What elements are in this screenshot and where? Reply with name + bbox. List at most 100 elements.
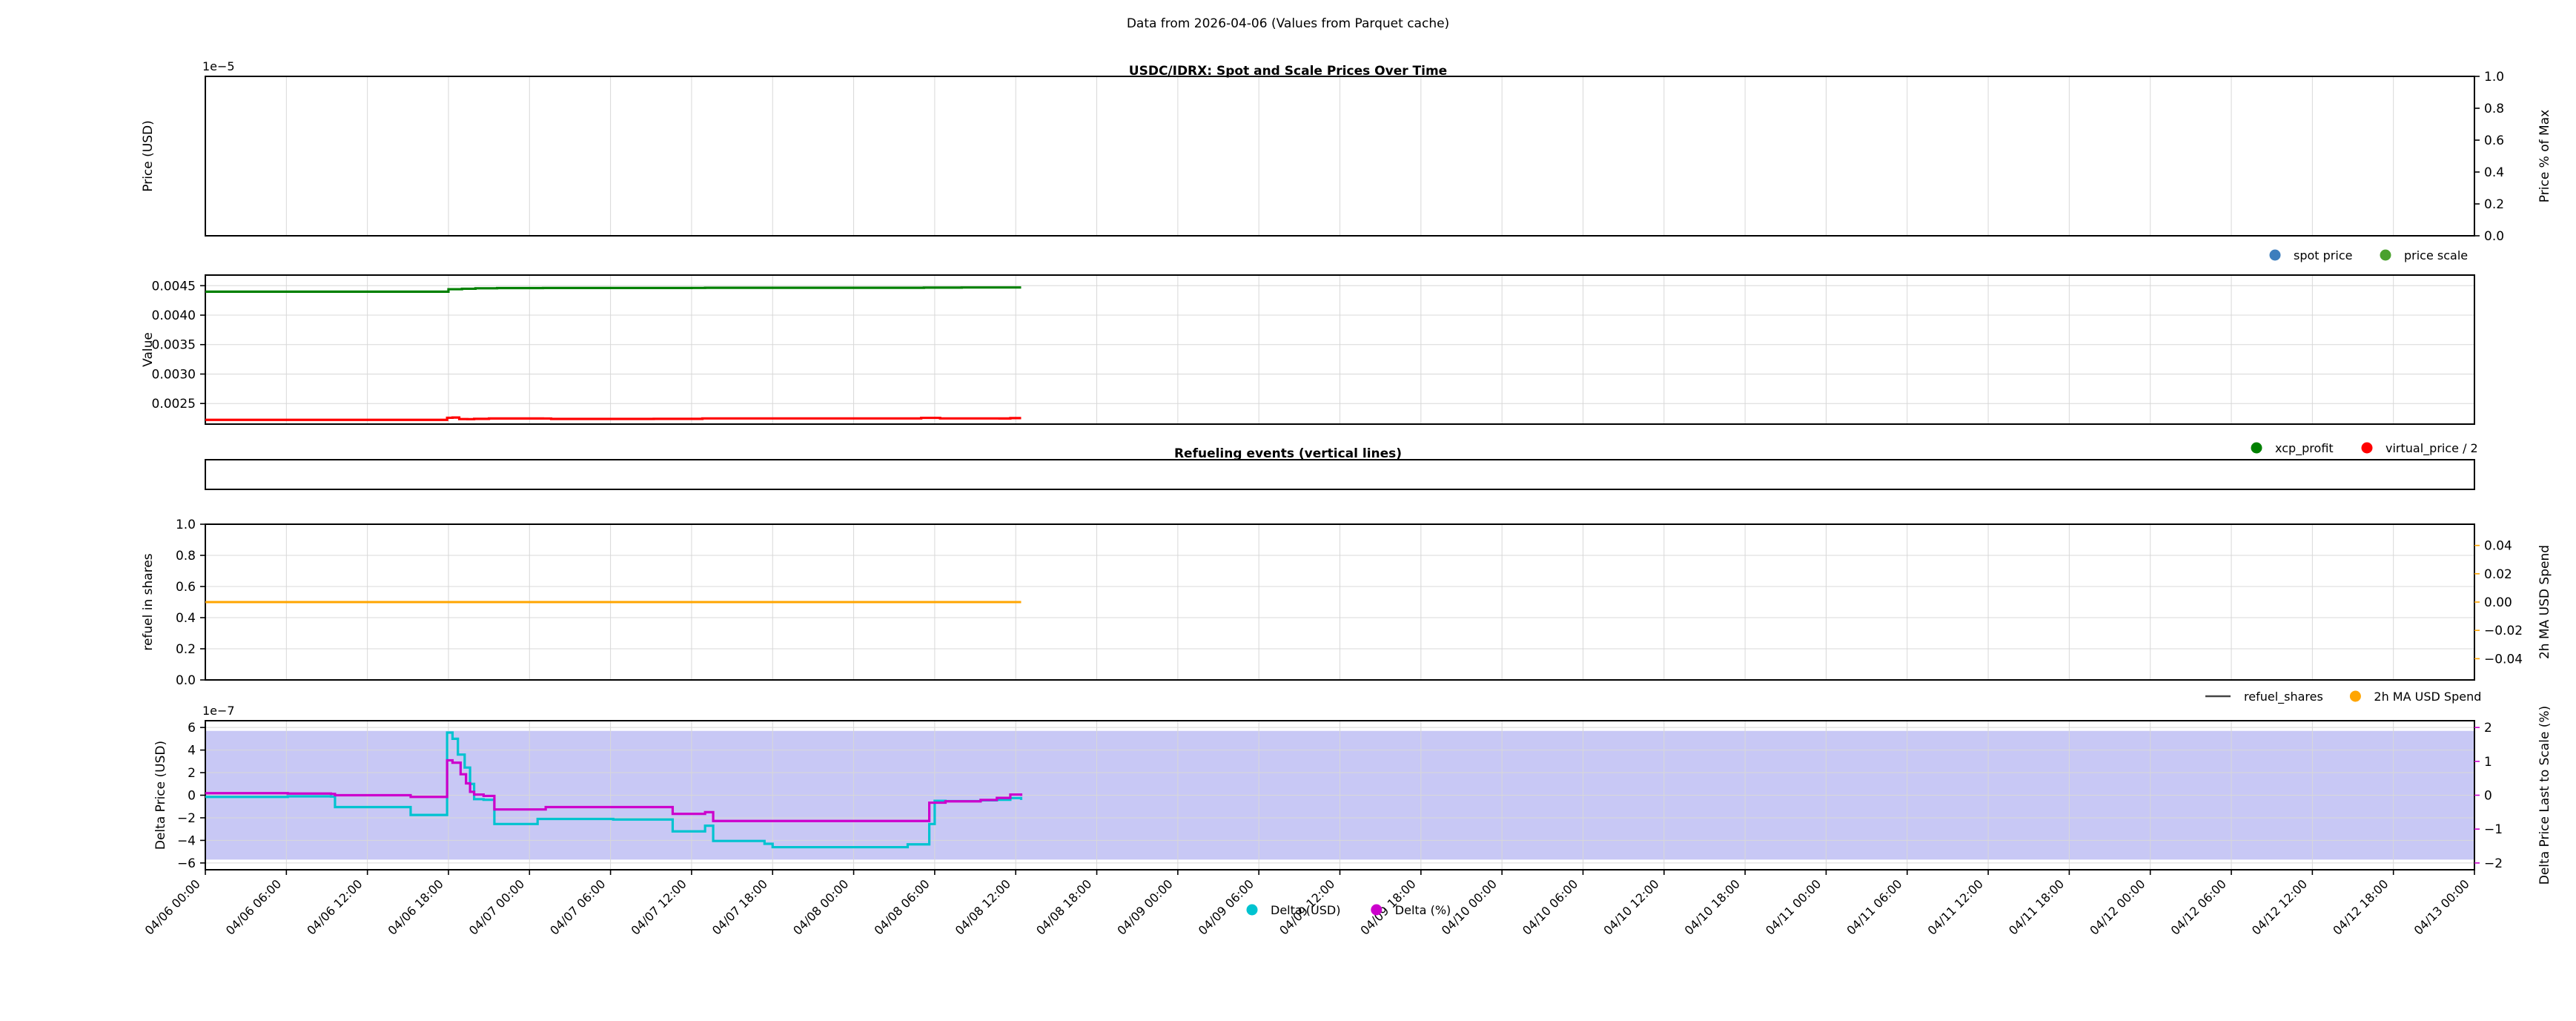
legend-marker-1 <box>2361 442 2373 454</box>
y2tick-label: 0.04 <box>2484 539 2512 554</box>
y2tick-label: 1 <box>2484 755 2492 770</box>
ytick-label: 0 <box>188 789 196 804</box>
series-xcp-profit <box>205 286 1022 294</box>
legend-label-0: xcp_profit <box>2275 441 2334 456</box>
legend-marker-0 <box>2251 442 2262 454</box>
series-delta-usd- <box>205 731 1023 849</box>
ytick-label: 0.6 <box>176 580 196 595</box>
axes-frame <box>205 76 2475 237</box>
xtick-label: 04/13 00:00 <box>2411 876 2472 937</box>
xtick-label: 04/10 18:00 <box>1682 876 1743 937</box>
y-exponent-label: 1e−7 <box>202 704 235 718</box>
y-axis-label: Price (USD) <box>141 120 156 191</box>
xtick-label: 04/06 06:00 <box>223 876 284 937</box>
y2tick-label: 0.8 <box>2484 102 2504 116</box>
ytick-label: 0.2 <box>176 642 196 657</box>
legend-marker-1 <box>2380 249 2391 261</box>
ytick-label: −2 <box>177 811 196 826</box>
legend-delta: Delta (USD) Delta (%) <box>1246 903 1451 917</box>
legend-label-0: spot price <box>2294 248 2352 262</box>
ytick-label: 0.4 <box>176 611 196 626</box>
y2tick-label: 1.0 <box>2484 70 2504 85</box>
legend-marker-1 <box>2349 690 2361 702</box>
ytick-label: 2 <box>188 766 196 781</box>
axes-frame <box>205 274 2475 425</box>
panel-refuel-shares: 0.0 0.2 0.4 0.6 0.8 1.0 refuel in shares −0.04 −… <box>141 518 2552 688</box>
y2tick-label: 0.0 <box>2484 229 2504 244</box>
legend-prices: spot price price scale <box>2269 248 2468 262</box>
xtick-label: 04/11 00:00 <box>1763 876 1824 937</box>
legend-label-1: Delta (%) <box>1395 903 1451 917</box>
ytick-label: 0.0 <box>176 673 196 688</box>
legend-marker-0 <box>1246 904 1258 916</box>
xtick-label: 04/06 00:00 <box>142 876 203 937</box>
xtick-label: 04/08 00:00 <box>790 876 851 937</box>
y2tick-label: 0 <box>2484 789 2492 804</box>
legend-label-1: virtual_price / 2 <box>2385 441 2478 456</box>
xtick-label: 04/10 12:00 <box>1600 876 1661 937</box>
figure-subtitle: Data from 2026-04-06 (Values from Parque… <box>1126 16 1450 31</box>
y2tick-label: 2 <box>2484 721 2492 736</box>
xtick-label: 04/12 06:00 <box>2168 876 2229 937</box>
legend-values: xcp_profit virtual_price / 2 <box>2251 441 2478 456</box>
xtick-label: 04/06 18:00 <box>385 876 446 937</box>
xtick-label: 04/11 12:00 <box>1925 876 1986 937</box>
xtick-label: 04/07 12:00 <box>629 876 689 937</box>
panel-refueling <box>205 459 2475 490</box>
ytick-label: 0.8 <box>176 549 196 564</box>
legend-label-1: 2h MA USD Spend <box>2374 690 2481 704</box>
xtick-label: 04/11 18:00 <box>2006 876 2067 937</box>
y-exponent-label: 1e−5 <box>202 59 235 73</box>
xtick-label: 04/12 00:00 <box>2087 876 2148 937</box>
y-axis-label: Value <box>141 332 156 367</box>
ytick-label: 4 <box>188 744 196 759</box>
xtick-label: 04/08 12:00 <box>953 876 1013 937</box>
xtick-label: 04/07 06:00 <box>547 876 608 937</box>
y2tick-label: −0.02 <box>2484 624 2523 638</box>
y-axis-label: refuel in shares <box>141 553 156 650</box>
panel-delta: −6 −4 −2 0 2 4 6 1e−7 Delta Price (USD) −2 −1 0 1 2 De… <box>153 704 2552 885</box>
y2tick-label: −2 <box>2484 856 2503 871</box>
legend-marker-0 <box>2269 249 2281 261</box>
ytick-label: 0.0030 <box>152 367 196 382</box>
panel-values: 0.0025 0.0030 0.0035 0.0040 0.0045 Value <box>141 274 2475 425</box>
xtick-label: 04/08 18:00 <box>1033 876 1094 937</box>
panel-refueling-title: Refueling events (vertical lines) <box>1173 446 1403 461</box>
ytick-label: 6 <box>188 721 196 736</box>
ytick-label: −6 <box>177 856 196 871</box>
panel-prices-title: USDC/IDRX: Spot and Scale Prices Over Ti… <box>1128 64 1448 79</box>
xtick-label: 04/09 00:00 <box>1114 876 1175 937</box>
xtick-label: 04/07 00:00 <box>466 876 527 937</box>
series-virtual-price-2 <box>205 416 1022 421</box>
ytick-label: 0.0040 <box>152 308 196 323</box>
axes-frame <box>205 459 2475 490</box>
y2tick-label: 0.00 <box>2484 595 2512 610</box>
ytick-label: 1.0 <box>176 518 196 532</box>
y2tick-label: 0.4 <box>2484 165 2504 180</box>
legend-label-0: Delta (USD) <box>1271 903 1340 917</box>
ytick-label: 0.0025 <box>152 397 196 412</box>
xtick-label: 04/06 12:00 <box>304 876 365 937</box>
xtick-label: 04/08 06:00 <box>871 876 932 937</box>
y2tick-label: −0.04 <box>2484 652 2523 667</box>
y2tick-label: 0.02 <box>2484 567 2512 582</box>
y2-axis-label: Delta Price Last to Scale (%) <box>2537 706 2552 885</box>
series-delta- <box>205 759 1023 822</box>
xtick-label: 04/10 06:00 <box>1520 876 1580 937</box>
xtick-label: 04/07 18:00 <box>709 876 770 937</box>
y2tick-label: −1 <box>2484 822 2503 837</box>
xtick-label: 04/12 12:00 <box>2249 876 2310 937</box>
legend-refuel: refuel_shares 2h MA USD Spend <box>2205 690 2481 704</box>
legend-label-0: refuel_shares <box>2244 690 2323 704</box>
ytick-label: 0.0045 <box>152 279 196 294</box>
xtick-label: 04/11 06:00 <box>1844 876 1904 937</box>
y2tick-label: 0.6 <box>2484 133 2504 148</box>
y2-axis-label: Price % of Max <box>2537 110 2552 202</box>
legend-marker-1 <box>1371 904 1383 916</box>
y2tick-label: 0.2 <box>2484 197 2504 212</box>
ytick-label: 0.0035 <box>152 338 196 353</box>
ytick-label: −4 <box>177 833 196 848</box>
